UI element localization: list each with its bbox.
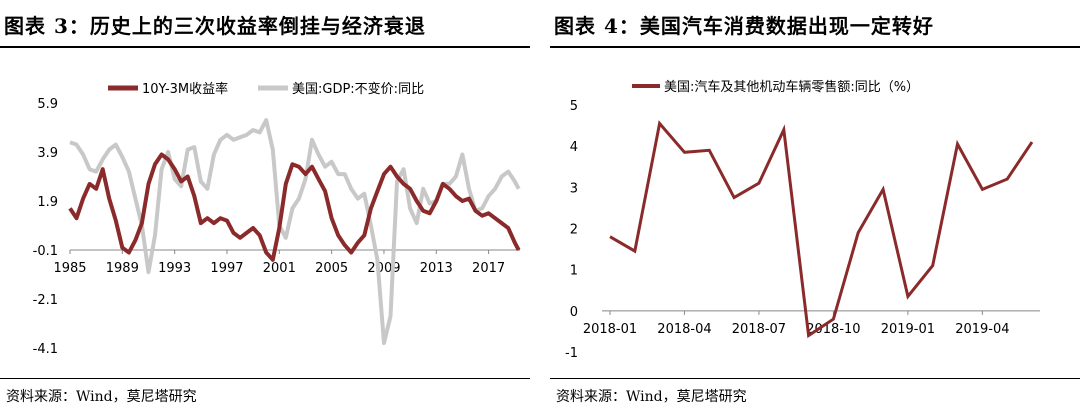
- right-panel-title: 图表 4：美国汽车消费数据出现一定转好: [554, 14, 934, 38]
- x-tick-label-4: 2001: [263, 261, 296, 276]
- right-title-rule: [550, 46, 1080, 48]
- left-source-rule: [0, 378, 530, 379]
- legend-label-0: 美国:汽车及其他机动车辆零售额:同比（%）: [664, 79, 919, 95]
- right-source-note: 资料来源：Wind，莫尼塔研究: [556, 389, 747, 405]
- y-tick-label-3: -0.1: [33, 244, 58, 259]
- x-tick-label-8: 2017: [472, 261, 505, 276]
- x-tick-label-4: 2019-01: [881, 322, 935, 337]
- left-title-rule: [0, 46, 530, 48]
- right-panel: 图表 4：美国汽车消费数据出现一定转好 美国:汽车及其他机动车辆零售额:同比（%…: [550, 0, 1080, 417]
- left-panel-title: 图表 3：历史上的三次收益率倒挂与经济衰退: [4, 14, 426, 38]
- y-tick-label-6: -1: [565, 346, 578, 361]
- right-chart: 美国:汽车及其他机动车辆零售额:同比（%） 5 4 3 2 1 0 -1 2018-01 2018…: [565, 79, 1040, 361]
- right-source-rule: [550, 378, 1080, 379]
- series-line-0: [609, 120, 1034, 339]
- x-tick-label-0: 1985: [53, 261, 86, 276]
- x-tick-label-1: 2018-04: [657, 322, 711, 337]
- y-tick-label-4: -2.1: [33, 293, 58, 308]
- y-tick-label-0: 5: [570, 99, 578, 114]
- y-tick-label-1: 4: [570, 140, 578, 155]
- series-line-0: [68, 152, 521, 262]
- x-tick-label-3: 2018-10: [806, 322, 860, 337]
- legend-label-0: 10Y-3M收益率: [142, 81, 228, 97]
- x-tick-label-6: 2009: [367, 261, 400, 276]
- x-tick-label-2: 1993: [158, 261, 191, 276]
- y-tick-label-3: 2: [570, 223, 578, 238]
- x-tick-label-5: 2005: [315, 261, 348, 276]
- left-chart: 10Y-3M收益率 美国:GDP:不变价:同比 5.9 3.9 1.9 -0.1 -2.1 -…: [33, 81, 521, 357]
- left-panel: 图表 3：历史上的三次收益率倒挂与经济衰退 10Y-3M收益率 美国:GDP:不变…: [0, 0, 530, 417]
- x-tick-label-2: 2018-07: [732, 322, 786, 337]
- y-tick-label-5: -4.1: [33, 342, 58, 357]
- x-tick-label-3: 1997: [210, 261, 243, 276]
- left-source-note: 资料来源：Wind，莫尼塔研究: [6, 389, 197, 405]
- x-tick-label-7: 2013: [420, 261, 453, 276]
- x-tick-label-0: 2018-01: [583, 322, 637, 337]
- y-tick-label-0: 5.9: [37, 97, 58, 112]
- y-tick-label-2: 3: [570, 181, 578, 196]
- y-tick-label-1: 3.9: [37, 146, 58, 161]
- x-tick-label-5: 2019-04: [955, 322, 1009, 337]
- y-tick-label-4: 1: [570, 264, 578, 279]
- y-tick-label-2: 1.9: [37, 195, 58, 210]
- y-tick-label-5: 0: [570, 305, 578, 320]
- legend-label-1: 美国:GDP:不变价:同比: [292, 81, 424, 97]
- x-tick-label-1: 1989: [106, 261, 139, 276]
